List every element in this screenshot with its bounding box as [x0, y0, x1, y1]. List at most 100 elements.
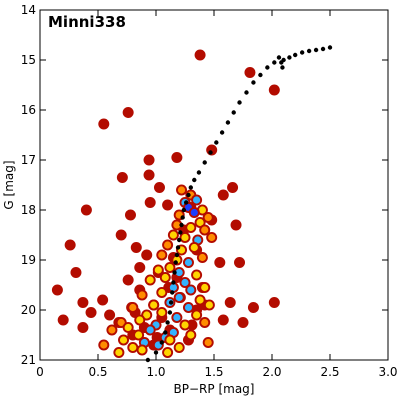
y-tick-label: 21: [21, 353, 36, 367]
isochrone-point: [327, 45, 333, 50]
isochrone-point: [208, 150, 213, 155]
member-star-point: [185, 329, 197, 341]
member-star-point: [156, 307, 168, 318]
chart-title: Minni338: [48, 13, 126, 31]
member-star-point: [134, 314, 146, 326]
member-star-point: [179, 319, 191, 331]
member-star-point: [199, 224, 211, 236]
field-star-point: [122, 107, 134, 118]
isochrone-point: [287, 55, 292, 60]
x-tick-label: 1.5: [204, 365, 223, 379]
member-star-point: [194, 294, 206, 306]
isochrone-point: [153, 350, 159, 355]
field-star-point: [134, 262, 146, 273]
member-star-point: [173, 342, 185, 353]
field-star-point: [104, 309, 116, 321]
member-star-point: [122, 322, 134, 333]
field-star-point: [124, 209, 136, 221]
y-tick-label: 19: [21, 253, 36, 267]
field-star-point: [171, 152, 183, 163]
member-star-point: [173, 292, 185, 303]
x-tick-label: 2.5: [320, 365, 339, 379]
isochrone-point: [175, 245, 181, 250]
member-star-point: [196, 252, 208, 263]
field-star-point: [77, 297, 89, 308]
isochrone-point: [280, 65, 285, 70]
member-star-point: [179, 277, 191, 288]
isochrone-point: [306, 48, 312, 54]
member-star-point: [164, 262, 176, 273]
plot-area: [39, 9, 389, 363]
field-star-point: [144, 197, 156, 208]
x-tick-label: 3.0: [378, 365, 397, 379]
isochrone-point: [225, 120, 231, 125]
field-star-point: [224, 297, 236, 308]
member-star-point: [179, 232, 191, 243]
field-star-point: [162, 199, 174, 211]
member-star-point: [133, 329, 145, 341]
y-tick-label: 16: [21, 103, 36, 117]
isochrone-point: [272, 60, 277, 65]
field-star-point: [194, 49, 206, 61]
isochrone-layer: [145, 45, 333, 363]
field-star-point: [64, 239, 76, 251]
field-star-point: [143, 154, 155, 166]
member-star-point: [159, 272, 171, 283]
isochrone-point: [299, 50, 305, 55]
member-star-point: [206, 232, 218, 243]
isochrone-point: [172, 270, 177, 275]
isochrone-point: [192, 177, 197, 183]
member-star-point: [136, 344, 148, 356]
member-star-point: [127, 302, 139, 313]
isochrone-point: [145, 357, 151, 363]
member-star-point: [182, 257, 194, 268]
field-star-point: [230, 219, 242, 231]
isochrone-point: [258, 72, 263, 78]
isochrone-point: [179, 222, 184, 228]
field-star-point: [217, 314, 229, 326]
field-star-point: [122, 274, 134, 286]
member-star-point: [182, 302, 194, 313]
member-star-point: [144, 324, 156, 336]
isochrone-point: [168, 300, 174, 305]
isochrone-point: [244, 90, 249, 95]
field-star-point: [115, 229, 127, 241]
member-star-point: [199, 317, 211, 328]
field-star-point: [116, 172, 128, 183]
member-star-point: [167, 229, 179, 241]
member-star-point: [106, 324, 118, 336]
field-star-point: [237, 317, 249, 328]
field-star-point: [141, 249, 153, 261]
field-star-point: [97, 294, 109, 306]
isochrone-point: [159, 340, 164, 345]
member-star-point: [185, 222, 197, 233]
isochrone-point: [202, 160, 207, 165]
field-star-point: [130, 242, 142, 253]
isochrone-point: [170, 290, 175, 295]
member-star-point: [202, 212, 214, 223]
isochrone-point: [251, 80, 256, 85]
field-star-point: [247, 302, 259, 313]
member-star-point: [164, 334, 176, 346]
field-star-point: [80, 204, 92, 216]
y-axis: 14 15 16 17 18 19 20 21: [21, 3, 388, 367]
field-star-point: [143, 169, 155, 181]
member-star-point: [199, 282, 211, 293]
y-tick-label: 14: [21, 3, 36, 17]
isochrone-point: [181, 207, 187, 213]
x-tick-label: 0.5: [88, 365, 107, 379]
member-star-point: [191, 194, 203, 206]
member-star-point: [156, 249, 168, 261]
isochrone-point: [163, 330, 168, 335]
cluster-members-layer: [98, 184, 218, 358]
member-star-point: [185, 284, 197, 296]
member-star-point: [191, 309, 203, 321]
member-star-point: [191, 269, 203, 281]
y-tick-label: 17: [21, 153, 36, 167]
field-star-point: [77, 322, 89, 333]
isochrone-point: [165, 320, 170, 325]
field-star-point: [85, 307, 97, 318]
isochrone-point: [293, 52, 298, 58]
isochrone-point: [178, 230, 183, 235]
